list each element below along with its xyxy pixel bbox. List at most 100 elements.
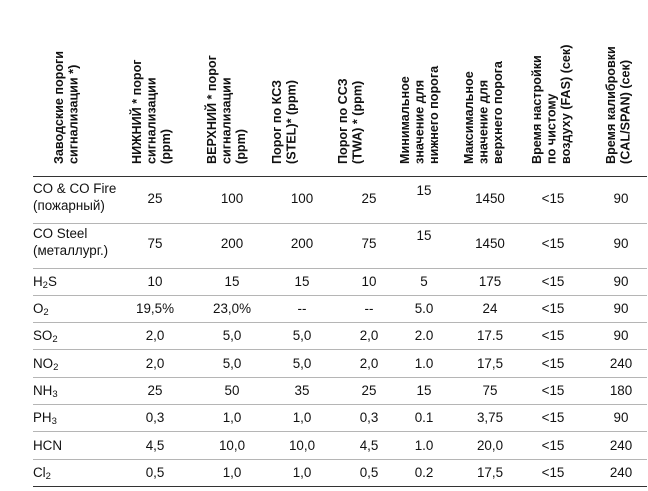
value-cell-stel: 1,0 [292,465,312,480]
column-header-text: Порог по КСЗ (STEL)* (ppm) [270,4,299,164]
value-cell-high: 10,0 [218,437,246,453]
table-row: H2S 10 15 15 10 5 175 <15 90 [33,268,647,295]
gas-symbol: O [33,301,44,316]
table-row: CO & CO Fire (пожарный) 25 100 100 25 15 1450 <1… [33,178,647,223]
row-divider [33,459,647,460]
value-cell-min: 15 [416,183,432,198]
row-divider [33,377,647,378]
value-cell-twa: 25 [361,191,377,206]
value-cell-low: 2,0 [145,328,165,343]
value-cell-high: 23,0% [213,301,251,316]
value-cell-max: 1450 [475,191,505,206]
row-divider [33,176,647,177]
column-header: Время калибровки (CAL/SPAN) (сек) [604,0,644,176]
value-cell-low: 0,3 [145,410,165,425]
column-header-text: Максимальное значение для верхнего порога [462,4,506,164]
column-header: ВЕРХНИЙ * порог сигнализации (ppm) [205,0,259,176]
column-header-line: (ppm) [234,129,248,164]
table-row: NO2 2,0 5,0 5,0 2,0 1.0 17,5 <15 240 [33,349,647,377]
value-cell-stel: 200 [290,236,314,251]
gas-symbol: Cl [33,465,46,480]
column-header-line: нижнего порога [427,65,441,164]
value-cell-stel: 100 [290,191,314,206]
column-header-text: Время настройки по чистому воздуху (FAS) (… [530,4,574,164]
value-cell-high: 5,0 [222,355,242,371]
gas-subscript: 2 [42,280,48,291]
value-cell-stel: 10,0 [288,437,316,453]
column-header-line: воздуху (FAS) (сек) [559,44,573,164]
value-cell-cal: 90 [613,328,629,343]
column-header-line: Время калибровки [604,46,618,164]
column-header-text: Порог по ССЗ (TWA) * (ppm) [336,4,365,164]
value-cell-cal: 180 [609,383,633,398]
value-cell-low: 2,0 [145,355,165,371]
value-cell-cal: 240 [609,355,633,371]
value-cell-fas: <15 [541,410,565,425]
value-cell-fas: <15 [541,465,565,480]
column-header-line: значение для [412,79,427,164]
value-cell-min: 5.0 [414,301,434,316]
table-row: PH3 0,3 1,0 1,0 0,3 0.1 3,75 <15 90 [33,404,647,431]
value-cell-stel: 35 [294,383,310,398]
value-cell-fas: <15 [541,355,565,371]
value-cell-min: 1.0 [414,355,434,371]
gas-symbol: PH [33,410,52,425]
value-cell-low: 25 [147,383,163,398]
column-header-line: по чистому [544,93,559,164]
column-header-line: НИЖНИЙ * порог [130,59,144,164]
gas-symbol: H [33,274,43,289]
gas-name: PH3 [33,409,57,426]
gas-subscript: 3 [52,389,58,400]
row-divider [33,223,647,224]
column-header-line: Минимальное [398,76,412,164]
value-cell-stel: 1,0 [292,410,312,425]
gas-name: CO & CO Fire (пожарный) [33,180,116,214]
column-header: Минимальное значение для нижнего порога [398,0,450,176]
value-cell-max: 17,5 [476,465,504,480]
column-header-text: Время калибровки (CAL/SPAN) (сек) [604,4,633,164]
gas-symbol: NO [33,355,54,371]
row-divider [33,322,647,323]
value-cell-twa: -- [364,301,374,316]
value-cell-cal: 90 [613,301,629,316]
value-cell-fas: <15 [541,437,565,453]
value-cell-twa: 75 [361,236,377,251]
table-row: O2 19,5% 23,0% -- -- 5.0 24 <15 90 [33,295,647,322]
value-cell-min: 0.1 [414,410,434,425]
value-cell-low: 75 [147,236,163,251]
column-header: Заводские пороги сигнализации *) [52,0,92,176]
column-header: Время настройки по чистому воздуху (FAS) (… [530,0,584,176]
row-divider [33,349,647,350]
gas-name: CO Steel (металлург.) [33,225,108,259]
column-header-line: Заводские пороги [52,50,66,164]
row-divider [33,268,647,269]
column-header-line: верхнего порога [491,61,505,164]
column-header-line: (CAL/SPAN) (сек) [618,59,633,164]
value-cell-cal: 240 [609,465,633,480]
column-header-line: Порог по КСЗ [270,79,284,164]
column-header-line: сигнализации [144,77,159,164]
gas-name-line: CO & CO Fire [33,181,117,196]
column-header-line: Порог по ССЗ [336,78,350,164]
value-cell-high: 5,0 [222,328,242,343]
value-cell-max: 75 [482,383,498,398]
gas-symbol: NH [33,383,53,398]
value-cell-fas: <15 [541,328,565,343]
value-cell-high: 1,0 [222,410,242,425]
gas-name: NH3 [33,382,58,399]
gas-subscript: 2 [45,471,51,482]
value-cell-fas: <15 [541,383,565,398]
value-cell-min: 2.0 [414,328,434,343]
gas-name-line: (металлург.) [33,243,109,258]
gas-subscript: 2 [52,334,58,345]
gas-name: Cl2 [33,464,51,481]
gas-subscript: 3 [51,416,57,427]
gas-name: NO2 [33,355,58,372]
column-header-line: сигнализации *) [66,64,81,164]
gas-subscript: 2 [53,361,59,373]
column-header-line: (TWA) * (ppm) [350,80,365,164]
value-cell-low: 19,5% [136,301,174,316]
gas-name: SO2 [33,327,58,344]
gas-name-line: CO Steel [33,226,88,241]
value-cell-stel: 15 [294,274,310,289]
